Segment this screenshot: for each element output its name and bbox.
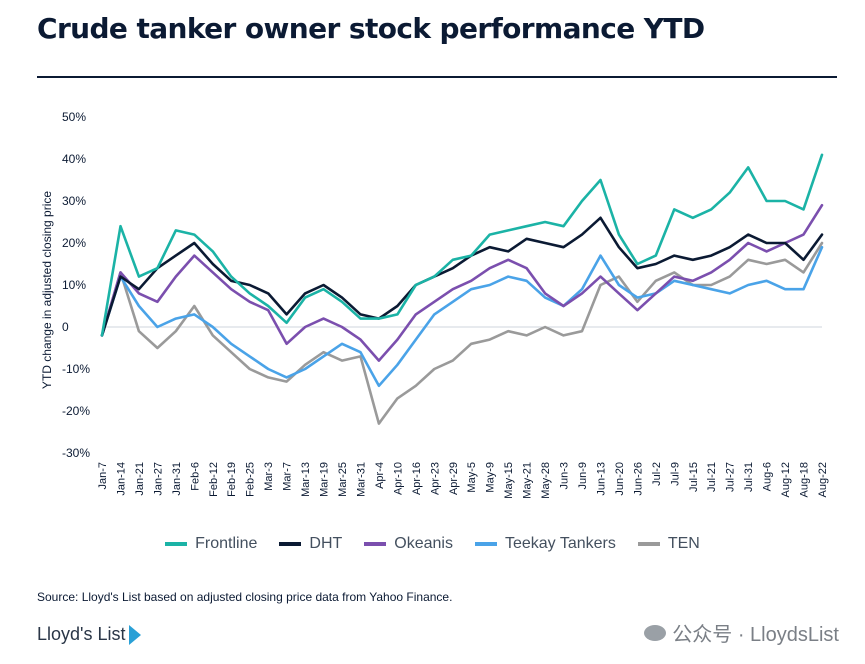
x-tick-label: Jan-21: [134, 462, 146, 496]
title-divider: [37, 76, 837, 78]
x-tick-label: Jan-14: [115, 462, 127, 496]
legend-swatch-ten: [637, 542, 660, 546]
x-tick-label: Mar-3: [263, 462, 275, 491]
series-line-okeanis: [100, 203, 824, 362]
x-tick-label: Apr-23: [429, 462, 441, 495]
x-tick-label: May-15: [503, 462, 515, 499]
series-line-dht: [100, 216, 824, 337]
line-chart: 50% 40% 30% 20% 10% 0 -10% -20% -30% Jan-7 Jan-14 J…: [62, 110, 829, 499]
x-tick-label: Feb-19: [226, 462, 238, 497]
x-tick-label: Feb-12: [208, 462, 220, 497]
x-tick-label: Mar-31: [355, 462, 367, 497]
legend-item-dht: DHT: [279, 535, 342, 553]
x-tick-label: Jan-31: [171, 462, 183, 496]
series-line-frontline: [100, 153, 824, 337]
x-tick-label: Aug-22: [817, 462, 829, 497]
chart-title: Crude tanker owner stock performance YTD: [37, 12, 705, 45]
legend-label-frontline: Frontline: [195, 535, 258, 552]
legend-item-teekay-tankers: Teekay Tankers: [474, 535, 616, 553]
y-tick-label: -10%: [62, 362, 90, 376]
y-tick-label: 0: [62, 320, 69, 334]
x-tick-label: May-5: [466, 462, 478, 493]
x-tick-label: Jul-15: [688, 462, 700, 492]
x-tick-label: Jun-26: [632, 462, 644, 496]
brand-logo: Lloyd's List: [37, 624, 142, 645]
y-tick-label: -20%: [62, 404, 90, 418]
x-tick-label: Jul-31: [743, 462, 755, 492]
x-tick-label: Apr-16: [411, 462, 423, 495]
legend-label-teekay-tankers: Teekay Tankers: [504, 535, 616, 552]
x-tick-label: Aug-18: [799, 462, 811, 497]
x-tick-label: Apr-29: [448, 462, 460, 495]
legend-swatch-dht: [279, 542, 302, 546]
x-tick-label: Jul-27: [725, 462, 737, 492]
x-tick-label: Mar-7: [282, 462, 294, 491]
x-tick-label: Jan-27: [152, 462, 164, 496]
chart-legend: Frontline DHT Okeanis Teekay Tankers TEN: [0, 535, 865, 553]
x-tick-label: Jul-21: [706, 462, 718, 492]
x-tick-label: Apr-10: [392, 462, 404, 495]
x-tick-label: Jun-3: [559, 462, 571, 490]
legend-label-okeanis: Okeanis: [394, 535, 453, 552]
legend-swatch-teekay-tankers: [474, 542, 497, 546]
x-tick-label: Feb-6: [189, 462, 201, 491]
y-tick-label: 40%: [62, 152, 86, 166]
brand-mark-icon: [129, 624, 142, 645]
x-tick-label: Mar-19: [319, 462, 331, 497]
x-tick-label: May-28: [540, 462, 552, 499]
watermark-text: 公众号 · LloydsList: [672, 624, 839, 646]
x-tick-label: Jul-2: [651, 462, 663, 486]
y-tick-label: 50%: [62, 110, 86, 124]
legend-item-frontline: Frontline: [165, 535, 257, 553]
x-tick-label: Mar-13: [300, 462, 312, 497]
y-tick-label: -30%: [62, 446, 90, 460]
legend-swatch-okeanis: [364, 542, 387, 546]
y-tick-label: 30%: [62, 194, 86, 208]
source-note: Source: Lloyd's List based on adjusted c…: [37, 590, 453, 604]
y-tick-label: 10%: [62, 278, 86, 292]
series-line-ten: [100, 241, 824, 425]
wechat-icon: [644, 624, 667, 641]
x-tick-label: May-9: [485, 462, 497, 493]
x-tick-label: Apr-4: [374, 462, 386, 489]
x-tick-label: Jan-7: [97, 462, 109, 490]
x-tick-label: Mar-25: [337, 462, 349, 497]
x-tick-label: Jul-9: [669, 462, 681, 486]
legend-item-okeanis: Okeanis: [364, 535, 453, 553]
legend-item-ten: TEN: [637, 535, 700, 553]
legend-swatch-frontline: [165, 542, 188, 546]
series-line-teekay-tankers: [100, 245, 824, 388]
x-tick-label: May-21: [522, 462, 534, 499]
y-tick-label: 20%: [62, 236, 86, 250]
brand-name: Lloyd's List: [37, 624, 126, 644]
watermark: 公众号 · LloydsList: [644, 618, 839, 647]
x-tick-label: Jun-13: [595, 462, 607, 496]
legend-label-dht: DHT: [309, 535, 343, 552]
x-tick-label: Aug-12: [780, 462, 792, 497]
legend-label-ten: TEN: [667, 535, 700, 552]
x-tick-label: Jun-20: [614, 462, 626, 496]
x-tick-label: Feb-25: [245, 462, 257, 497]
x-tick-label: Aug-6: [762, 462, 774, 491]
x-tick-label: Jun-9: [577, 462, 589, 490]
